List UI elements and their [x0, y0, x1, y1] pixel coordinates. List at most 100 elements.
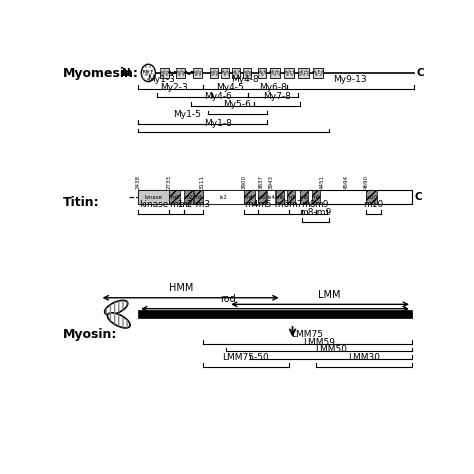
Bar: [287, 191, 295, 204]
Text: kinase: kinase: [145, 195, 163, 200]
Text: Myosin:: Myosin:: [63, 328, 117, 341]
Bar: [169, 191, 180, 204]
Text: m5-m6: m5-m6: [257, 200, 290, 209]
Text: My1-3: My1-3: [147, 75, 174, 84]
Text: LMM30: LMM30: [348, 353, 380, 362]
Text: m2: m2: [184, 195, 193, 200]
Text: 2733: 2733: [167, 175, 172, 189]
Bar: [138, 310, 412, 318]
Bar: [313, 68, 323, 78]
Bar: [232, 68, 240, 78]
Bar: [176, 68, 184, 78]
Text: m9: m9: [314, 200, 329, 209]
Text: m1: m1: [170, 195, 179, 200]
Bar: [210, 68, 219, 78]
Text: m10: m10: [363, 200, 383, 209]
Bar: [244, 191, 255, 204]
Ellipse shape: [141, 64, 155, 82]
Text: LMM75: LMM75: [291, 330, 323, 339]
Text: HMM: HMM: [169, 283, 194, 293]
Text: rod: rod: [220, 294, 236, 304]
Text: 3943: 3943: [269, 175, 274, 189]
Bar: [300, 191, 308, 204]
Text: My4: My4: [193, 71, 202, 75]
Bar: [138, 191, 412, 204]
Text: m10: m10: [365, 195, 378, 200]
Bar: [284, 68, 294, 78]
Bar: [160, 68, 169, 78]
Bar: [184, 191, 193, 204]
Text: is2: is2: [219, 195, 228, 200]
Text: My5-6: My5-6: [223, 100, 251, 109]
Bar: [243, 68, 251, 78]
Text: My4-5: My4-5: [216, 83, 244, 92]
Text: m8: m8: [301, 200, 316, 209]
Text: 4690: 4690: [364, 175, 368, 189]
Bar: [284, 68, 294, 78]
Bar: [258, 68, 266, 78]
Text: m7: m7: [288, 200, 302, 209]
Text: 3837: 3837: [259, 175, 264, 189]
Bar: [232, 68, 240, 78]
Text: My6-8: My6-8: [259, 83, 287, 92]
Text: LMM59: LMM59: [303, 337, 335, 346]
Bar: [313, 68, 323, 78]
Bar: [312, 191, 320, 204]
Bar: [276, 191, 284, 204]
Text: LMM: LMM: [318, 290, 340, 300]
Ellipse shape: [108, 313, 130, 328]
Text: My1-5: My1-5: [173, 110, 201, 119]
Text: LMM75-50: LMM75-50: [222, 353, 269, 362]
Bar: [243, 68, 251, 78]
Text: My4-6: My4-6: [204, 92, 232, 101]
Text: 4594: 4594: [343, 175, 348, 189]
Text: N: N: [122, 68, 131, 78]
Text: My2: My2: [160, 71, 169, 75]
Text: m8-m9: m8-m9: [300, 208, 332, 217]
Bar: [194, 191, 202, 204]
Bar: [193, 68, 202, 78]
Bar: [270, 68, 280, 78]
Text: My13: My13: [312, 71, 324, 75]
Text: m9: m9: [311, 195, 320, 200]
Bar: [210, 68, 219, 78]
Text: m1: m1: [170, 200, 184, 209]
Text: My7: My7: [232, 71, 241, 75]
Text: My1: My1: [143, 71, 154, 75]
Text: m6: m6: [275, 195, 284, 200]
Text: m5: m5: [258, 195, 267, 200]
Text: m2-m3: m2-m3: [178, 200, 210, 209]
Ellipse shape: [105, 301, 128, 315]
Text: 4451: 4451: [319, 175, 324, 189]
Text: m4: m4: [244, 200, 258, 209]
Bar: [270, 68, 280, 78]
Text: m3: m3: [193, 195, 202, 200]
Bar: [138, 191, 170, 204]
Text: Titin:: Titin:: [63, 196, 100, 210]
Bar: [366, 191, 377, 204]
Text: C: C: [417, 68, 424, 78]
Bar: [299, 68, 309, 78]
Text: My12: My12: [298, 71, 310, 75]
Text: My9-13: My9-13: [334, 75, 367, 84]
Text: is4: is4: [267, 195, 275, 200]
Text: kinase: kinase: [139, 200, 169, 209]
Bar: [221, 68, 229, 78]
Text: m4: m4: [245, 195, 254, 200]
Bar: [258, 191, 266, 204]
Bar: [176, 68, 184, 78]
Bar: [221, 68, 229, 78]
Text: LMM50: LMM50: [315, 345, 346, 354]
Bar: [267, 191, 275, 204]
Bar: [160, 68, 169, 78]
Text: 2438: 2438: [136, 175, 141, 189]
Text: My1-8: My1-8: [204, 118, 232, 128]
Text: 3900: 3900: [241, 175, 246, 189]
Text: My4-8: My4-8: [231, 75, 259, 84]
Text: My3: My3: [176, 71, 185, 75]
Text: Myomesin:: Myomesin:: [63, 67, 139, 80]
Text: My9: My9: [257, 71, 266, 75]
Bar: [193, 68, 202, 78]
Text: My2-3: My2-3: [160, 83, 188, 92]
Bar: [299, 68, 309, 78]
